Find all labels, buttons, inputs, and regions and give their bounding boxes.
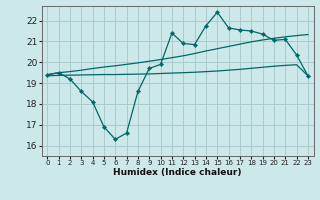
X-axis label: Humidex (Indice chaleur): Humidex (Indice chaleur)	[113, 168, 242, 177]
